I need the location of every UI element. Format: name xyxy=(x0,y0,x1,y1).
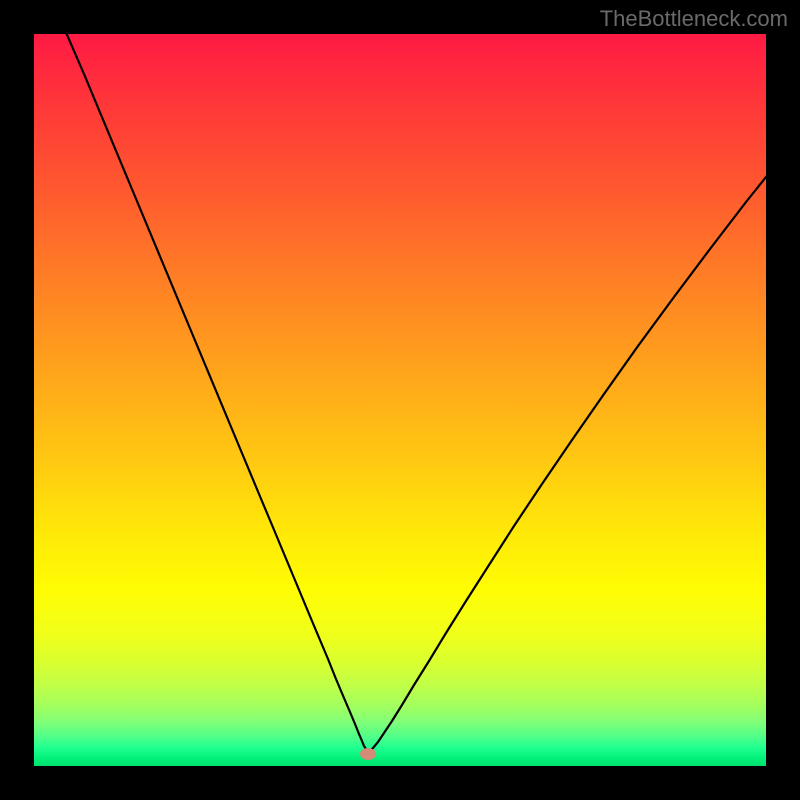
bottleneck-curve xyxy=(34,34,766,766)
watermark-text: TheBottleneck.com xyxy=(600,6,788,32)
chart-plot-area xyxy=(34,34,766,766)
optimum-marker xyxy=(360,748,376,760)
